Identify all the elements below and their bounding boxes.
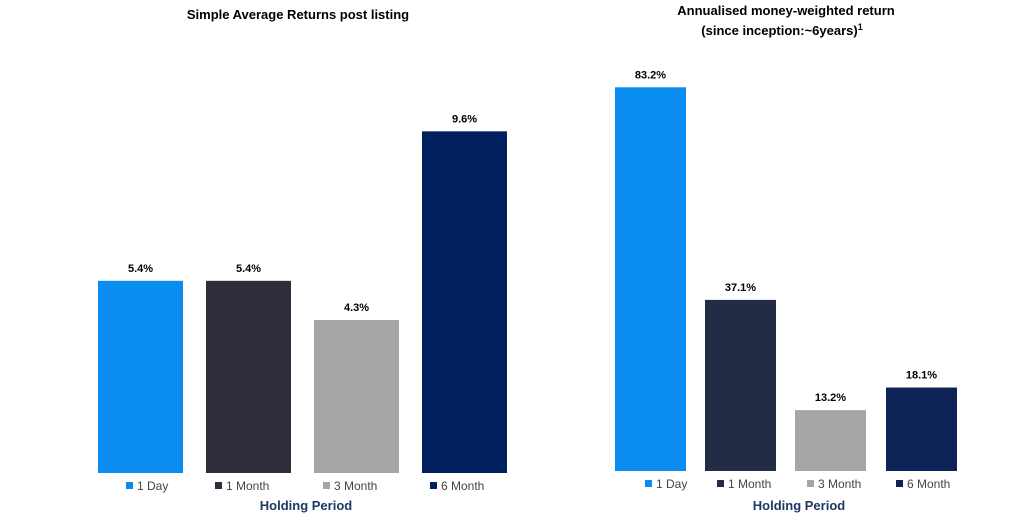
chart-1-bars [98, 131, 507, 473]
chart-2-bar-3-month [795, 410, 866, 471]
chart-2-bar-1-month [705, 299, 776, 471]
chart-2-data-labels: 83.2% 37.1% 13.2% 18.1% [635, 69, 937, 404]
chart-2-legend-label-3-month: 3 Month [818, 477, 861, 491]
chart-1-legend-swatch-6-month [430, 482, 437, 489]
chart-2-legend-swatch-1-month [717, 480, 724, 487]
chart-1-data-label-1-day: 5.4% [128, 263, 153, 275]
chart-1-data-label-6-month: 9.6% [452, 113, 477, 125]
chart-1-legend-label-1-day: 1 Day [137, 479, 168, 493]
chart-1-bar-1-month [206, 280, 291, 473]
chart-2-title-line2: (since inception:~6years)1 [701, 22, 862, 38]
chart-1-legend-swatch-3-month [323, 482, 330, 489]
chart-2-data-label-1-month: 37.1% [725, 282, 756, 294]
chart-2-legend-label-1-day: 1 Day [656, 477, 687, 491]
chart-2-legend: 1 Day 1 Month 3 Month 6 Month [645, 477, 950, 491]
chart-2-bar-6-month [886, 387, 957, 471]
chart-1-data-label-3-month: 4.3% [344, 302, 369, 314]
chart-2-subtitle: (since inception:~6years) [701, 23, 857, 38]
chart-1-legend-label-1-month: 1 Month [226, 479, 269, 493]
chart-2-title: Annualised money-weighted return [677, 3, 894, 18]
chart-1-data-labels: 5.4% 5.4% 4.3% 9.6% [128, 113, 477, 314]
chart-1-legend-swatch-1-day [126, 482, 133, 489]
chart-2-legend-swatch-1-day [645, 480, 652, 487]
chart-2-x-axis-label: Holding Period [753, 498, 846, 513]
chart-2: Annualised money-weighted return (since … [615, 3, 957, 513]
chart-1-x-axis-label: Holding Period [260, 498, 353, 513]
chart-2-legend-swatch-3-month [807, 480, 814, 487]
chart-1: Simple Average Returns post listing 5.4%… [98, 7, 507, 513]
chart-2-bar-1-day [615, 87, 686, 471]
chart-2-legend-swatch-6-month [896, 480, 903, 487]
chart-1-legend-swatch-1-month [215, 482, 222, 489]
chart-1-bar-3-month [314, 319, 399, 473]
chart-2-legend-label-6-month: 6 Month [907, 477, 950, 491]
chart-2-data-label-6-month: 18.1% [906, 370, 937, 382]
chart-1-legend-label-6-month: 6 Month [441, 479, 484, 493]
chart-1-data-label-1-month: 5.4% [236, 263, 261, 275]
chart-2-data-label-1-day: 83.2% [635, 69, 666, 81]
chart-1-bar-6-month [422, 131, 507, 473]
chart-2-legend-label-1-month: 1 Month [728, 477, 771, 491]
chart-2-title-footnote-marker: 1 [858, 22, 863, 32]
chart-1-title: Simple Average Returns post listing [187, 7, 409, 22]
chart-1-legend-label-3-month: 3 Month [334, 479, 377, 493]
chart-1-bar-1-day [98, 280, 183, 473]
chart-2-data-label-3-month: 13.2% [815, 392, 846, 404]
chart-1-legend: 1 Day 1 Month 3 Month 6 Month [126, 479, 484, 493]
chart-2-bars [615, 87, 957, 471]
